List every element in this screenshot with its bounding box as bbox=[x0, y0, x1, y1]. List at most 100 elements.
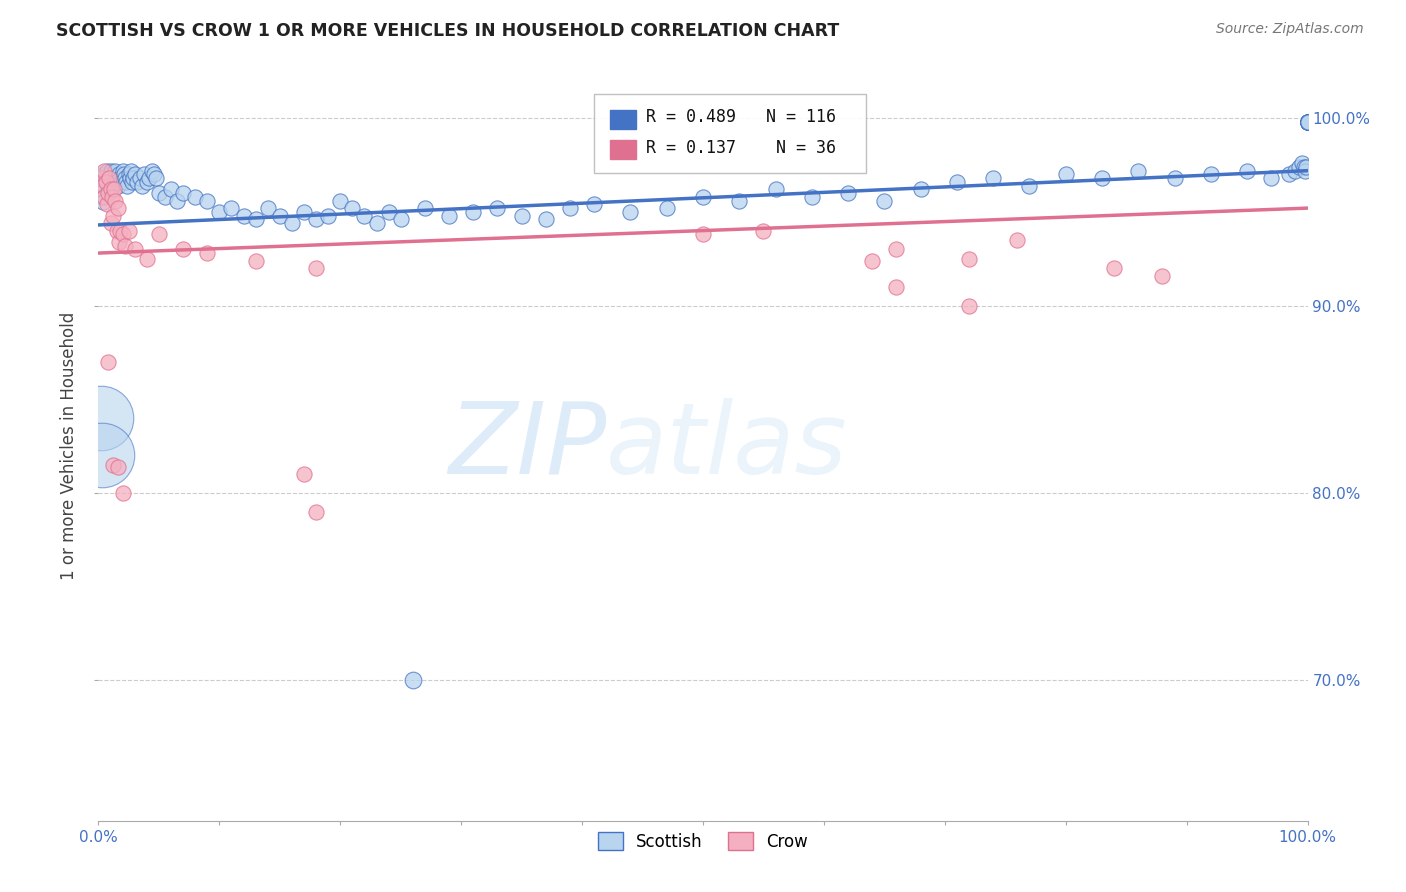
Point bbox=[957, 252, 980, 266]
Point bbox=[402, 673, 425, 688]
Point bbox=[91, 449, 114, 463]
Point bbox=[1292, 160, 1315, 174]
Point bbox=[166, 194, 188, 208]
Point bbox=[946, 175, 969, 189]
Point bbox=[124, 243, 146, 257]
Point bbox=[97, 178, 120, 193]
Point bbox=[837, 186, 859, 201]
Point bbox=[100, 163, 122, 178]
Point bbox=[1294, 163, 1316, 178]
Point bbox=[1163, 171, 1185, 186]
Point bbox=[366, 216, 388, 230]
Point bbox=[135, 252, 157, 266]
Point bbox=[117, 178, 139, 193]
Point bbox=[141, 163, 163, 178]
Point bbox=[619, 205, 641, 219]
Point bbox=[377, 205, 399, 219]
Point bbox=[692, 227, 714, 242]
Point bbox=[195, 246, 218, 260]
Point bbox=[305, 212, 328, 227]
Text: atlas: atlas bbox=[606, 398, 848, 494]
Point bbox=[305, 505, 328, 519]
Point bbox=[957, 298, 980, 313]
FancyBboxPatch shape bbox=[595, 94, 866, 172]
Point bbox=[1296, 115, 1319, 129]
Point bbox=[1296, 115, 1319, 129]
Point bbox=[1296, 115, 1319, 129]
Point bbox=[886, 280, 908, 294]
Point bbox=[1018, 178, 1040, 193]
Point bbox=[1296, 115, 1319, 129]
Point bbox=[114, 171, 136, 186]
Point bbox=[143, 168, 166, 182]
Point bbox=[413, 201, 436, 215]
Point bbox=[1260, 171, 1282, 186]
Point bbox=[1296, 115, 1319, 129]
Point bbox=[1152, 268, 1174, 283]
Point bbox=[1296, 115, 1319, 129]
Point bbox=[1296, 115, 1319, 129]
Point bbox=[910, 182, 932, 196]
Point bbox=[138, 171, 160, 186]
Point bbox=[752, 224, 775, 238]
Point bbox=[389, 212, 412, 227]
Point bbox=[1236, 163, 1258, 178]
Point bbox=[120, 163, 142, 178]
Point bbox=[108, 224, 131, 238]
Point bbox=[1278, 168, 1301, 182]
Point bbox=[127, 175, 149, 189]
Point bbox=[101, 458, 124, 472]
Point bbox=[97, 186, 120, 201]
Point bbox=[107, 459, 129, 474]
Point bbox=[101, 178, 124, 193]
Point bbox=[135, 175, 157, 189]
Point bbox=[172, 243, 194, 257]
Point bbox=[510, 209, 533, 223]
Point bbox=[97, 355, 120, 369]
Point bbox=[103, 171, 125, 186]
Point bbox=[558, 201, 581, 215]
Point bbox=[184, 190, 207, 204]
Point bbox=[107, 178, 129, 193]
Point bbox=[111, 485, 134, 500]
Point bbox=[292, 467, 315, 482]
Point bbox=[134, 168, 156, 182]
Point bbox=[96, 197, 118, 211]
Point bbox=[110, 175, 132, 189]
Point bbox=[100, 168, 122, 182]
Legend: Scottish, Crow: Scottish, Crow bbox=[592, 826, 814, 857]
Point bbox=[981, 171, 1004, 186]
Point bbox=[93, 163, 115, 178]
Point bbox=[860, 253, 883, 268]
Text: R = 0.137    N = 36: R = 0.137 N = 36 bbox=[647, 139, 837, 157]
Point bbox=[1291, 156, 1313, 170]
Point bbox=[886, 243, 908, 257]
Point bbox=[96, 175, 118, 189]
Point bbox=[172, 186, 194, 201]
Point bbox=[583, 197, 606, 211]
Point bbox=[98, 171, 121, 186]
Point bbox=[800, 190, 823, 204]
Point bbox=[100, 175, 122, 189]
Point bbox=[94, 175, 117, 189]
Point bbox=[107, 201, 129, 215]
Point bbox=[145, 171, 167, 186]
Point bbox=[108, 171, 131, 186]
Point bbox=[221, 201, 243, 215]
Y-axis label: 1 or more Vehicles in Household: 1 or more Vehicles in Household bbox=[60, 312, 79, 580]
Point bbox=[112, 168, 135, 182]
Point bbox=[104, 163, 127, 178]
Point bbox=[98, 171, 121, 186]
Point bbox=[118, 171, 141, 186]
Point bbox=[1054, 168, 1077, 182]
Point bbox=[105, 175, 128, 189]
Point bbox=[1296, 115, 1319, 129]
Point bbox=[160, 182, 183, 196]
Point bbox=[91, 178, 114, 193]
Point bbox=[90, 186, 112, 201]
Point bbox=[111, 163, 134, 178]
Point bbox=[1102, 261, 1125, 276]
Point bbox=[1199, 168, 1222, 182]
Point bbox=[111, 227, 134, 242]
Point bbox=[1288, 160, 1310, 174]
